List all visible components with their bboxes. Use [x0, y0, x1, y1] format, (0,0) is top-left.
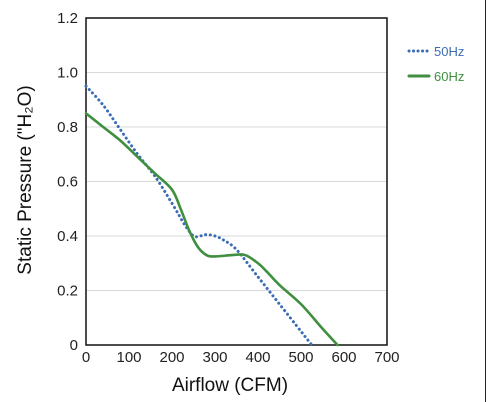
y-tick-label: 1.0: [57, 65, 78, 82]
x-tick-label: 400: [245, 349, 270, 366]
series-line-60hz: [84, 112, 339, 347]
y-tick-label: 0.4: [57, 228, 78, 245]
legend-label: 50Hz: [434, 44, 464, 59]
x-tick-label: 300: [202, 349, 227, 366]
y-tick-labels: 0 0.2 0.4 0.6 0.8 1.0 1.2: [57, 10, 78, 354]
gridlines: [86, 72, 387, 291]
x-tick-label: 700: [374, 349, 399, 366]
y-axis-title: Static Pressure ("H₂O): [15, 85, 36, 274]
y-tick-label: 0.6: [57, 174, 78, 191]
y-tick-label: 0: [70, 337, 78, 354]
legend: 50Hz 60Hz: [407, 44, 464, 84]
plot-frame: [85, 17, 388, 346]
x-axis-title: Airflow (CFM): [172, 375, 288, 396]
x-tick-labels: 0 100 200 300 400 500 600 700: [82, 349, 400, 366]
series-lines: [84, 84, 339, 347]
legend-label: 60Hz: [434, 69, 464, 84]
x-tick-label: 100: [116, 349, 141, 366]
series-line-50hz: [84, 84, 314, 347]
x-tick-label: 0: [82, 349, 90, 366]
right-border-line: [485, 0, 486, 402]
x-tick-label: 600: [331, 349, 356, 366]
y-tick-label: 0.8: [57, 119, 78, 136]
x-tick-label: 200: [159, 349, 184, 366]
x-tick-label: 500: [288, 349, 313, 366]
y-tick-label: 0.2: [57, 283, 78, 300]
y-tick-label: 1.2: [57, 10, 78, 27]
